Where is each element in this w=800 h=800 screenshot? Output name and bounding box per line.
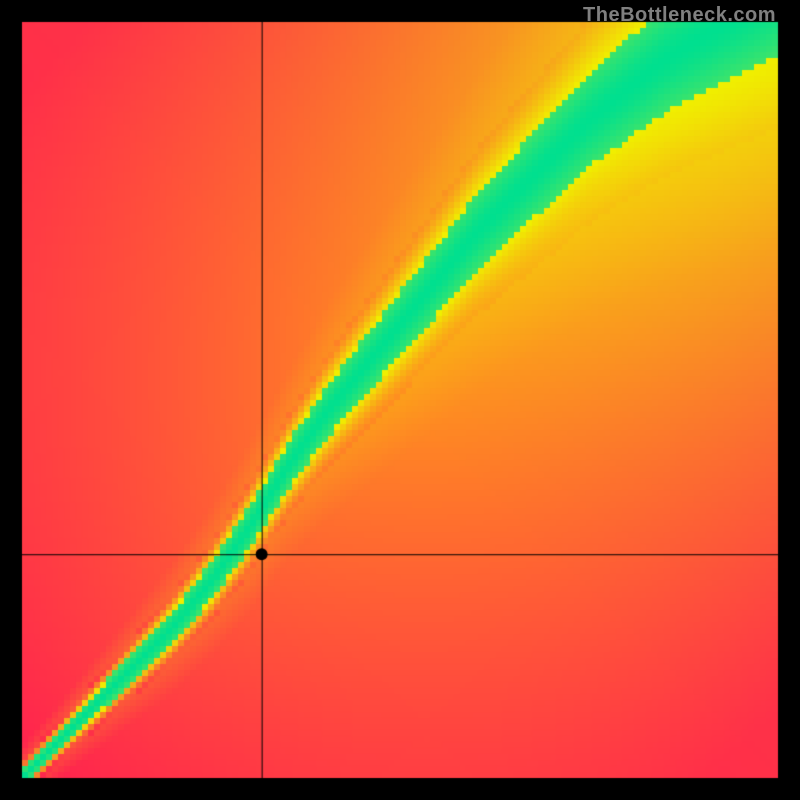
watermark-text: TheBottleneck.com: [583, 4, 776, 27]
bottleneck-heatmap: [0, 0, 800, 800]
chart-container: TheBottleneck.com: [0, 0, 800, 800]
